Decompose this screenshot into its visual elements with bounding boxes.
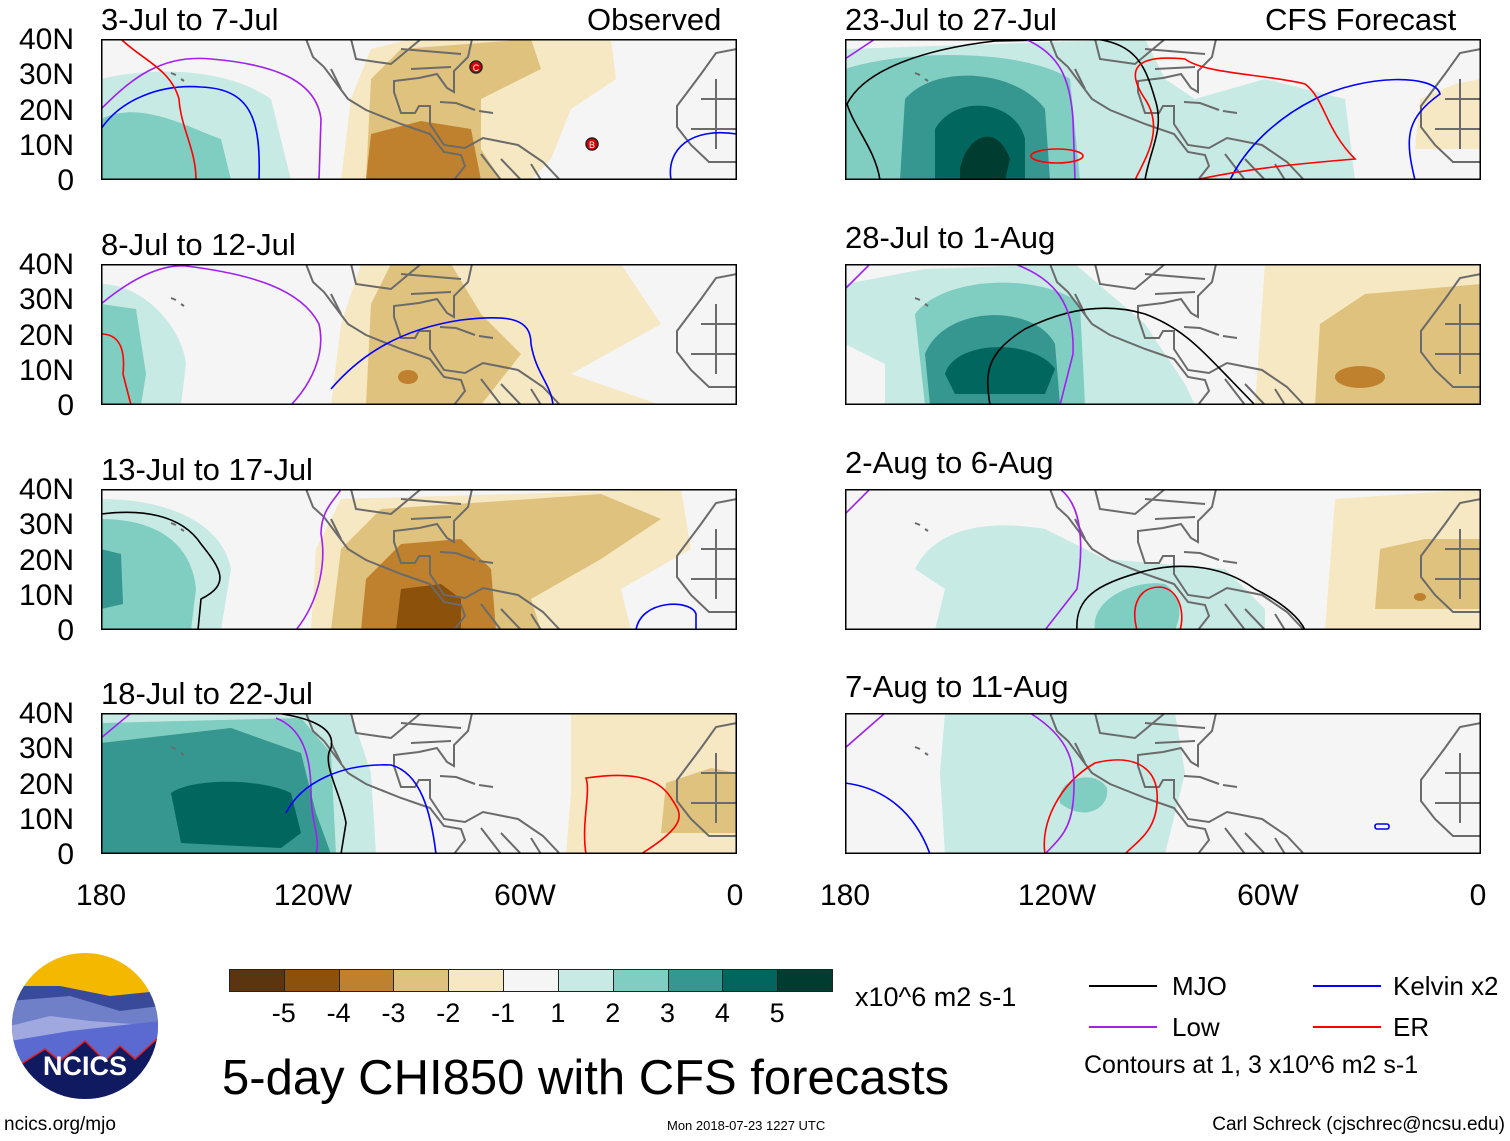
map-panel-18jul-22jul — [101, 713, 737, 854]
x-tick-label: 120W — [273, 879, 353, 912]
map-panel-2aug-6aug — [845, 489, 1481, 630]
colorbar-swatch — [448, 969, 505, 992]
y-tick-label: 10N — [18, 128, 74, 162]
y-tick-label: 10N — [18, 578, 74, 612]
legend-label: Kelvin x2 — [1393, 971, 1499, 1001]
y-tick-label: 30N — [18, 58, 74, 92]
legend-label: MJO — [1172, 971, 1227, 1001]
colorbar-label: 1 — [550, 998, 566, 1028]
x-tick-label: 180 — [819, 879, 871, 912]
y-tick-label: 30N — [18, 508, 74, 542]
y-tick-label: 40N — [18, 248, 74, 281]
colorbar-units: x10^6 m2 s-1 — [855, 982, 1017, 1012]
legend-label: ER — [1393, 1012, 1430, 1042]
colorbar-swatch — [612, 969, 669, 992]
svg-text:NCICS: NCICS — [43, 1051, 127, 1081]
legend-line-er — [1313, 1026, 1381, 1028]
legend-line-low — [1089, 1026, 1157, 1028]
y-tick-label: 0 — [57, 164, 74, 197]
x-tick-label: 0 — [1469, 879, 1487, 912]
y-tick-label: 20N — [18, 318, 74, 352]
colorbar-swatch — [777, 969, 833, 992]
y-tick-label: 20N — [18, 93, 74, 127]
colorbar-swatch — [393, 969, 450, 992]
y-tick-label: 40N — [18, 23, 74, 56]
panel-title: 2-Aug to 6-Aug — [845, 445, 1054, 480]
panel-title: 13-Jul to 17-Jul — [101, 452, 313, 487]
figure-title: 5-day CHI850 with CFS forecasts — [222, 1051, 950, 1105]
legend-label: Low — [1172, 1012, 1220, 1042]
map-panel-28jul-1aug — [845, 264, 1481, 405]
observed-label: Observed — [587, 2, 722, 37]
svg-text:B: B — [589, 140, 595, 150]
y-tick-label: 40N — [18, 697, 74, 730]
colorbar-swatch — [229, 969, 285, 992]
colorbar-swatch — [722, 969, 779, 992]
legend-line-kelvin — [1313, 985, 1381, 987]
colorbar-swatch — [503, 969, 559, 992]
colorbar-label: -2 — [436, 998, 461, 1028]
map-panel-23jul-27jul — [845, 39, 1481, 180]
map-panel-13jul-17jul — [101, 489, 737, 630]
storm-marker-c: C — [469, 60, 483, 74]
panel-title: 18-Jul to 22-Jul — [101, 676, 313, 711]
map-panel-3jul-7jul: C B — [101, 39, 737, 180]
x-tick-label: 0 — [726, 879, 744, 912]
colorbar-label: -5 — [271, 998, 296, 1028]
colorbar-label: -3 — [381, 998, 406, 1028]
y-tick-label: 40N — [18, 473, 74, 506]
x-tick-label: 120W — [1017, 879, 1097, 912]
ncics-logo: NCICS — [12, 953, 158, 1099]
legend-line-mjo — [1089, 985, 1157, 987]
y-tick-label: 0 — [57, 389, 74, 422]
panel-title: 8-Jul to 12-Jul — [101, 227, 296, 262]
y-tick-label: 0 — [57, 838, 74, 871]
storm-marker-b: B — [585, 137, 599, 151]
y-tick-label: 0 — [57, 614, 74, 647]
footer-url[interactable]: ncics.org/mjo — [4, 1114, 116, 1135]
colorbar-label: 4 — [714, 998, 730, 1028]
y-tick-label: 30N — [18, 283, 74, 317]
colorbar-swatch — [283, 969, 340, 992]
panel-title: 28-Jul to 1-Aug — [845, 220, 1056, 255]
y-tick-label: 10N — [18, 353, 74, 387]
colorbar-label: -4 — [326, 998, 351, 1028]
svg-text:C: C — [473, 63, 480, 73]
map-panel-7aug-11aug — [845, 713, 1481, 854]
x-tick-label: 180 — [75, 879, 127, 912]
colorbar-label: -1 — [491, 998, 516, 1028]
colorbar-label: 5 — [769, 998, 785, 1028]
colorbar-swatch — [338, 969, 395, 992]
x-tick-label: 60W — [494, 879, 556, 912]
panel-title: 3-Jul to 7-Jul — [101, 2, 279, 37]
colorbar-swatch — [667, 969, 724, 992]
footer-timestamp: Mon 2018-07-23 1227 UTC — [667, 1118, 826, 1133]
colorbar-label: 2 — [605, 998, 621, 1028]
forecast-label: CFS Forecast — [1265, 2, 1457, 37]
contour-note: Contours at 1, 3 x10^6 m2 s-1 — [1084, 1051, 1419, 1079]
y-tick-label: 30N — [18, 732, 74, 766]
y-tick-label: 20N — [18, 767, 74, 801]
y-tick-label: 20N — [18, 543, 74, 577]
panel-title: 23-Jul to 27-Jul — [845, 2, 1057, 37]
footer-author: Carl Schreck (cjschrec@ncsu.edu) — [1212, 1114, 1505, 1135]
panel-title: 7-Aug to 11-Aug — [845, 669, 1069, 704]
x-tick-label: 60W — [1237, 879, 1299, 912]
map-panel-8jul-12jul — [101, 264, 737, 405]
y-tick-label: 10N — [18, 802, 74, 836]
colorbar-label: 3 — [660, 998, 676, 1028]
colorbar-swatch — [557, 969, 614, 992]
